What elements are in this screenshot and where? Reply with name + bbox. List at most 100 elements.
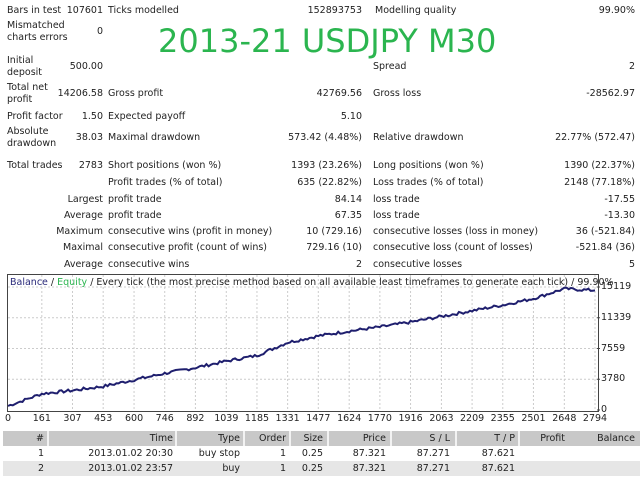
- initial-deposit-label-1: Initial: [7, 55, 34, 66]
- bars-in-test-label: Bars in test: [7, 5, 62, 16]
- chart-legend: Balance / Equity / Every tick (the most …: [10, 277, 614, 288]
- x-tick-label: 746: [155, 413, 174, 424]
- gross-loss-value: -28562.97: [586, 88, 635, 99]
- average-consec-loss-value: 5: [628, 259, 635, 270]
- maximum-loss-value: 36 (-521.84): [575, 226, 635, 237]
- overlay-title: 2013-21 USDJPY M30: [158, 22, 497, 60]
- maximum-loss-label: consecutive losses (loss in money): [373, 226, 539, 237]
- x-tick-label: 1770: [367, 413, 392, 424]
- x-tick-label: 2063: [429, 413, 454, 424]
- table-row[interactable]: 1 2013.01.02 20:30 buy stop 1 0.25 87.32…: [3, 446, 640, 461]
- cell-time: 2013.01.02 20:30: [88, 448, 173, 459]
- profit-factor-value: 1.50: [81, 111, 103, 122]
- cell-order: 1: [279, 463, 286, 474]
- loss-trades-label: Loss trades (% of total): [373, 177, 484, 188]
- col-header-profit[interactable]: Profit: [540, 433, 565, 444]
- maximal-drawdown-value: 573.42 (4.48%): [288, 132, 362, 143]
- bars-in-test-value: 107601: [66, 5, 103, 16]
- relative-drawdown-value: 22.77% (572.47): [555, 132, 635, 143]
- long-positions-label: Long positions (won %): [373, 160, 484, 171]
- absolute-drawdown-label-1: Absolute: [7, 126, 49, 137]
- average-profit-value: 67.35: [334, 210, 362, 221]
- cell-size: 0.25: [301, 463, 323, 474]
- maximal-profit-value: 729.16 (10): [306, 242, 362, 253]
- col-header-order[interactable]: Order: [259, 433, 286, 444]
- average-consec-profit-label: consecutive wins: [108, 259, 190, 270]
- cell-sl: 87.271: [416, 448, 450, 459]
- col-header-size[interactable]: Size: [303, 433, 323, 444]
- cell-price: 87.321: [352, 463, 386, 474]
- profit-trades-label: Profit trades (% of total): [108, 177, 223, 188]
- maximum-profit-value: 10 (729.16): [306, 226, 362, 237]
- initial-deposit-label-2: deposit: [7, 67, 43, 78]
- col-header-number[interactable]: #: [36, 433, 44, 444]
- spread-value: 2: [628, 61, 635, 72]
- gross-profit-label: Gross profit: [108, 88, 164, 99]
- total-net-profit-label-1: Total net: [7, 82, 48, 93]
- average-loss-label: loss trade: [373, 210, 420, 221]
- total-trades-label: Total trades: [7, 160, 63, 171]
- x-tick-label: 1916: [398, 413, 423, 424]
- x-tick-label: 1477: [306, 413, 331, 424]
- cell-time: 2013.01.02 23:57: [88, 463, 173, 474]
- mismatched-label-2: charts errors: [7, 32, 68, 43]
- average-loss-value: -13.30: [604, 210, 635, 221]
- legend-sep: /: [47, 277, 58, 288]
- spread-label: Spread: [373, 61, 407, 72]
- legend-equity: Equity: [57, 277, 88, 288]
- table-header-row: # Time Type Order Size Price S / L T / P…: [3, 431, 640, 446]
- col-header-sl[interactable]: S / L: [429, 433, 450, 444]
- x-tick-label: 453: [94, 413, 113, 424]
- cell-number: 1: [37, 448, 44, 459]
- mismatched-label-1: Mismatched: [7, 20, 65, 31]
- maximal-profit-label: consecutive profit (count of wins): [108, 242, 268, 253]
- initial-deposit-value: 500.00: [69, 61, 103, 72]
- cell-size: 0.25: [301, 448, 323, 459]
- profit-trades-value: 635 (22.82%): [297, 177, 362, 188]
- cell-tp: 87.621: [481, 448, 515, 459]
- col-header-price[interactable]: Price: [362, 433, 386, 444]
- col-header-type[interactable]: Type: [218, 433, 240, 444]
- x-tick-label: 1331: [275, 413, 300, 424]
- col-header-balance[interactable]: Balance: [597, 433, 635, 444]
- average-profit-label: profit trade: [108, 210, 162, 221]
- largest-profit-label: profit trade: [108, 194, 162, 205]
- cell-tp: 87.621: [481, 463, 515, 474]
- relative-drawdown-label: Relative drawdown: [373, 132, 464, 143]
- cell-price: 87.321: [352, 448, 386, 459]
- ticks-modelled-value: 152893753: [307, 5, 362, 16]
- x-tick-label: 1039: [214, 413, 239, 424]
- absolute-drawdown-label-2: drawdown: [7, 138, 57, 149]
- table-row[interactable]: 2 2013.01.02 23:57 buy 1 0.25 87.321 87.…: [3, 461, 640, 476]
- average-consec-profit-value: 2: [355, 259, 362, 270]
- maximal-loss-value: -521.84 (36): [575, 242, 635, 253]
- x-tick-label: 2355: [490, 413, 515, 424]
- absolute-drawdown-value: 38.03: [75, 132, 103, 143]
- legend-balance: Balance: [10, 277, 48, 288]
- profit-factor-label: Profit factor: [7, 111, 63, 122]
- gross-loss-label: Gross loss: [373, 88, 422, 99]
- cell-order: 1: [279, 448, 286, 459]
- total-net-profit-label-2: profit: [7, 94, 33, 105]
- cell-type: buy: [222, 463, 240, 474]
- loss-trades-value: 2148 (77.18%): [564, 177, 635, 188]
- long-positions-value: 1390 (22.37%): [564, 160, 635, 171]
- gross-profit-value: 42769.56: [316, 88, 362, 99]
- short-positions-value: 1393 (23.26%): [291, 160, 362, 171]
- x-tick-label: 600: [124, 413, 144, 424]
- maximal-loss-label: consecutive loss (count of losses): [373, 242, 533, 253]
- ticks-modelled-label: Ticks modelled: [108, 5, 179, 16]
- mismatched-value: 0: [96, 26, 103, 37]
- largest-prefix: Largest: [67, 194, 103, 205]
- cell-type: buy stop: [198, 448, 240, 459]
- maximum-profit-label: consecutive wins (profit in money): [108, 226, 273, 237]
- col-header-tp[interactable]: T / P: [494, 433, 515, 444]
- orders-table: # Time Type Order Size Price S / L T / P…: [3, 431, 640, 476]
- legend-description: / Every tick (the most precise method ba…: [87, 277, 614, 288]
- short-positions-label: Short positions (won %): [108, 160, 222, 171]
- largest-profit-value: 84.14: [334, 194, 362, 205]
- x-tick-label: 2794: [582, 413, 608, 424]
- y-tick-label: 0: [601, 404, 608, 415]
- col-header-time[interactable]: Time: [149, 433, 173, 444]
